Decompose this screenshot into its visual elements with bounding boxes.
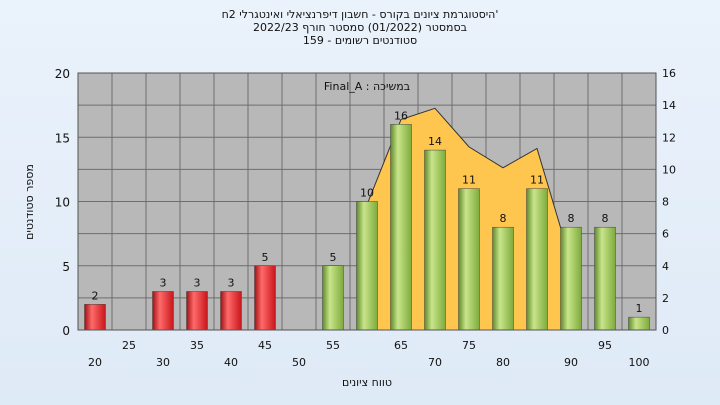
bars (84, 124, 650, 331)
x-tick-label: 50 (292, 356, 306, 369)
x-tick-label: 20 (88, 356, 102, 369)
bar (424, 149, 446, 331)
bar-value-label: 11 (530, 174, 544, 187)
y-tick-label: 0 (62, 324, 70, 338)
bar-value-label: 11 (462, 174, 476, 187)
bar-value-label: 16 (394, 109, 408, 122)
y-tick-label: 20 (55, 67, 70, 81)
bar-value-label: 3 (194, 276, 201, 289)
x-tick-label: 100 (629, 356, 650, 369)
y2-tick-label: 0 (662, 324, 669, 337)
chart-title-line2: בסמסטר (01/2022) סמסטר חורף 2022/23 (253, 21, 467, 34)
bar (628, 316, 650, 331)
bar (186, 291, 208, 331)
bar-value-label: 5 (262, 251, 269, 264)
x-tick-label: 75 (462, 339, 476, 352)
x-tick-label: 65 (394, 339, 408, 352)
y2-tick-label: 8 (662, 196, 669, 209)
x-tick-label: 90 (564, 356, 578, 369)
bar-value-label: 8 (500, 212, 507, 225)
bar (594, 226, 616, 331)
bar (220, 291, 242, 331)
y-axis-left-ticks: 0 5 10 15 20 (55, 67, 70, 338)
bar-value-label: 8 (568, 212, 575, 225)
y2-tick-label: 14 (662, 99, 676, 112)
y2-tick-label: 4 (662, 260, 669, 273)
y-tick-label: 5 (62, 260, 70, 274)
x-tick-label: 30 (156, 356, 170, 369)
plot-border (77, 72, 657, 331)
x-tick-label: 25 (122, 339, 136, 352)
chart-titles: היסטוגרמת ציונים בקורס - חשבון דיפרנציאל… (0, 8, 720, 47)
x-tick-label: 35 (190, 339, 204, 352)
y2-tick-label: 10 (662, 163, 676, 176)
chart-title-line3: סטודנטים רשומים - 159 (302, 34, 418, 47)
bar-value-label: 14 (428, 135, 442, 148)
x-tick-label: 95 (598, 339, 612, 352)
bar-value-labels: 2 3 3 3 5 5 10 16 14 11 8 11 8 8 1 (92, 109, 643, 315)
bar (322, 265, 344, 331)
y2-tick-label: 2 (662, 292, 669, 305)
bar-value-label: 10 (360, 187, 374, 200)
x-tick-label: 70 (428, 356, 442, 369)
bar (390, 124, 412, 331)
bar-value-label: 2 (92, 289, 99, 302)
bar (152, 291, 174, 331)
bar (526, 188, 548, 331)
y2-tick-label: 16 (662, 67, 676, 80)
y-tick-label: 15 (55, 131, 70, 145)
x-tick-label: 80 (496, 356, 510, 369)
bar (356, 201, 378, 331)
bar (492, 226, 514, 331)
y-tick-label: 10 (55, 196, 70, 210)
bar (254, 265, 276, 331)
x-tick-label: 55 (326, 339, 340, 352)
bar (458, 188, 480, 331)
bar-value-label: 3 (228, 276, 235, 289)
chart-title-line1: היסטוגרמת ציונים בקורס - חשבון דיפרנציאל… (221, 8, 499, 21)
bar-value-label: 3 (160, 276, 167, 289)
bar-value-label: 1 (636, 302, 643, 315)
x-axis-title: טווח ציונים (342, 376, 392, 389)
y2-tick-label: 6 (662, 228, 669, 241)
y-axis-right-ticks: 0 2 4 6 8 10 12 14 16 (662, 67, 676, 337)
bar-value-label: 8 (602, 212, 609, 225)
bar (560, 226, 582, 331)
y2-tick-label: 12 (662, 131, 676, 144)
x-tick-label: 45 (258, 339, 272, 352)
legend-label: Final_A : במשיכה (324, 80, 410, 93)
x-tick-label: 40 (224, 356, 238, 369)
bar-value-label: 5 (330, 251, 337, 264)
bar (84, 304, 106, 331)
y-axis-title: מספר סטודנטים (23, 164, 36, 240)
